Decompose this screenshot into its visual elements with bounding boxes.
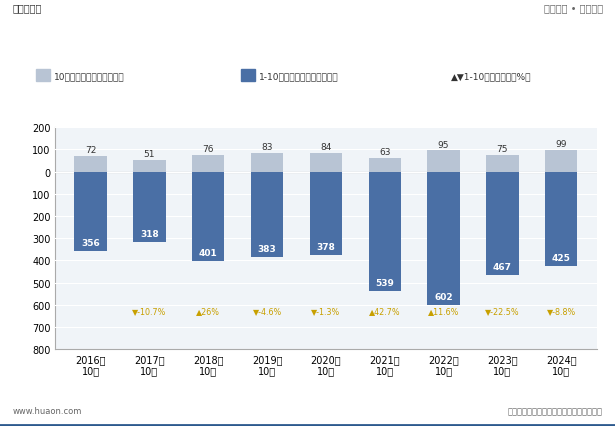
Text: ▲11.6%: ▲11.6%: [428, 306, 459, 315]
Bar: [310, 172, 342, 256]
Text: ▼-8.8%: ▼-8.8%: [547, 306, 576, 315]
Bar: [368, 172, 401, 291]
Text: 数据来源：中国海关；华经产业研究院整理: 数据来源：中国海关；华经产业研究院整理: [508, 406, 603, 415]
Bar: [192, 155, 224, 172]
Text: 专业严谨 • 客观科学: 专业严谨 • 客观科学: [544, 3, 603, 14]
Text: 72: 72: [85, 145, 97, 154]
Text: 383: 383: [258, 244, 277, 253]
Text: 602: 602: [434, 293, 453, 302]
Text: 99: 99: [555, 139, 567, 148]
Text: 425: 425: [552, 253, 571, 262]
Text: ▲42.7%: ▲42.7%: [369, 306, 400, 315]
Bar: [36, 70, 50, 82]
Text: ▼-4.6%: ▼-4.6%: [253, 306, 282, 315]
Bar: [133, 172, 165, 242]
Text: 51: 51: [144, 150, 155, 159]
Text: www.huaon.com: www.huaon.com: [12, 406, 82, 415]
Text: ▲26%: ▲26%: [196, 306, 220, 315]
Bar: [486, 155, 518, 172]
Bar: [545, 172, 577, 266]
Text: 2016-2024年10月郑州新郑综合保税区进出口总额: 2016-2024年10月郑州新郑综合保税区进出口总额: [155, 27, 460, 45]
Bar: [251, 172, 284, 257]
Text: ▼-1.3%: ▼-1.3%: [311, 306, 341, 315]
Text: 华经情报网: 华经情报网: [12, 3, 42, 14]
Text: ▼-10.7%: ▼-10.7%: [132, 306, 167, 315]
Text: ▲▼1-10月同比增速（%）: ▲▼1-10月同比增速（%）: [451, 72, 532, 81]
Text: 401: 401: [199, 248, 218, 257]
Bar: [241, 70, 255, 82]
Text: 95: 95: [438, 140, 450, 149]
Text: 378: 378: [317, 243, 335, 252]
Bar: [251, 154, 284, 172]
Text: 467: 467: [493, 262, 512, 271]
Text: 10月进出口总额（亿美元）: 10月进出口总额（亿美元）: [54, 72, 125, 81]
Text: 318: 318: [140, 230, 159, 239]
Bar: [192, 172, 224, 261]
Text: 63: 63: [379, 147, 391, 156]
Text: ▼-22.5%: ▼-22.5%: [485, 306, 520, 315]
Bar: [74, 172, 107, 251]
Text: 1-10月进出口总额（亿美元）: 1-10月进出口总额（亿美元）: [259, 72, 338, 81]
Bar: [486, 172, 518, 276]
Bar: [74, 156, 107, 172]
Text: 356: 356: [81, 238, 100, 247]
Text: 76: 76: [202, 144, 214, 153]
Text: 83: 83: [261, 143, 273, 152]
Bar: [545, 150, 577, 172]
Bar: [427, 151, 460, 172]
Bar: [133, 161, 165, 172]
Bar: [427, 172, 460, 305]
Bar: [368, 158, 401, 172]
Text: 84: 84: [320, 143, 331, 152]
Text: 75: 75: [497, 145, 508, 154]
Bar: [310, 153, 342, 172]
Text: 539: 539: [375, 279, 394, 288]
